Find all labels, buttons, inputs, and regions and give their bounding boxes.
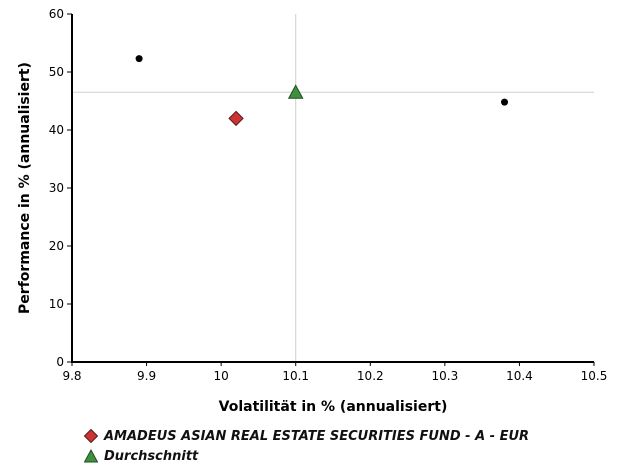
peer-fund-point [501, 98, 509, 106]
legend: AMADEUS ASIAN REAL ESTATE SECURITIES FUN… [84, 426, 529, 466]
scatter-chart: 9.8 9.9 10 10.1 10.2 10.3 10.4 10.5 0 10 20 30 40 50 6… [17, 7, 608, 415]
y-tick-label: 30 [49, 181, 64, 195]
x-tick-label: 9.8 [62, 369, 81, 383]
x-tick-label: 10 [214, 369, 229, 383]
legend-label: Durchschnitt [104, 448, 199, 464]
axes [71, 14, 594, 363]
y-axis-label: Performance in % (annualisiert) [17, 62, 33, 314]
ticks: 9.8 9.9 10 10.1 10.2 10.3 10.4 10.5 0 10 20 30 40 50 6… [49, 7, 608, 383]
fund-point [228, 110, 244, 127]
y-tick-label: 10 [49, 297, 64, 311]
diamond-icon [84, 429, 98, 443]
average-point [287, 84, 304, 99]
y-tick-label: 60 [49, 7, 64, 21]
legend-label: AMADEUS ASIAN REAL ESTATE SECURITIES FUN… [104, 428, 530, 444]
x-tick-label: 10.5 [581, 369, 608, 383]
y-tick-label: 20 [49, 239, 64, 253]
x-tick-label: 10.3 [431, 369, 458, 383]
x-tick-label: 10.1 [282, 369, 309, 383]
y-tick-label: 0 [56, 355, 64, 369]
legend-item-average[interactable]: Durchschnitt [84, 446, 529, 466]
x-tick-label: 10.2 [357, 369, 384, 383]
x-tick-label: 9.9 [137, 369, 156, 383]
data-points [135, 55, 509, 127]
x-tick-label: 10.4 [506, 369, 533, 383]
triangle-icon [84, 449, 98, 463]
legend-item-fund[interactable]: AMADEUS ASIAN REAL ESTATE SECURITIES FUN… [84, 426, 529, 446]
peer-fund-point [135, 55, 143, 63]
reference-lines [72, 14, 594, 362]
x-axis-label: Volatilität in % (annualisiert) [219, 399, 448, 415]
y-tick-label: 50 [49, 65, 64, 79]
y-tick-label: 40 [49, 123, 64, 137]
